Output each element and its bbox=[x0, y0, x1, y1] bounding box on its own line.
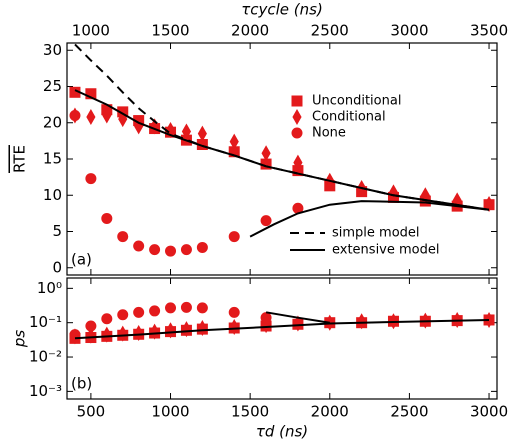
square-marker bbox=[291, 95, 303, 107]
diamond-marker bbox=[197, 319, 207, 337]
y-tick-label: 30 bbox=[43, 41, 62, 59]
diamond-marker bbox=[293, 154, 303, 171]
y-tick-label: 5 bbox=[52, 222, 62, 240]
x2-axis-label: τcycle (ns) bbox=[241, 1, 323, 19]
circle-marker bbox=[133, 306, 145, 318]
panel-annotation: (a) bbox=[71, 251, 92, 269]
diamond-marker bbox=[229, 318, 239, 335]
diamond-marker bbox=[452, 192, 462, 209]
legend-label: simple model bbox=[332, 226, 420, 241]
circle-marker bbox=[149, 244, 161, 256]
circle-marker bbox=[69, 329, 81, 341]
y-tick-label: 20 bbox=[43, 113, 62, 131]
diamond-marker bbox=[484, 195, 494, 212]
diamond-marker bbox=[150, 118, 160, 135]
diamond-marker bbox=[102, 107, 112, 124]
circle-marker bbox=[228, 231, 240, 243]
diamond-marker bbox=[181, 123, 192, 140]
x-tick-label: 500 bbox=[77, 403, 106, 421]
x2-tick-label: 2000 bbox=[231, 22, 269, 40]
diamond-marker bbox=[102, 326, 112, 343]
x-tick-label: 3000 bbox=[470, 403, 508, 421]
circle-marker bbox=[260, 215, 272, 227]
y-tick-label: 0 bbox=[52, 258, 62, 276]
circle-marker bbox=[69, 110, 81, 121]
diamond-marker bbox=[293, 315, 303, 332]
circle-marker bbox=[228, 306, 240, 318]
legend-label: extensive model bbox=[332, 243, 440, 258]
diamond-marker bbox=[357, 313, 367, 330]
diamond-marker bbox=[118, 325, 128, 342]
x-tick-label: 1000 bbox=[151, 403, 189, 421]
diamond-marker bbox=[484, 311, 494, 328]
x-tick-label: 1500 bbox=[231, 403, 269, 421]
diamond-marker bbox=[229, 133, 239, 150]
x-tick-label: 2000 bbox=[311, 403, 349, 421]
diamond-marker bbox=[118, 111, 128, 128]
circle-marker bbox=[117, 309, 129, 321]
y-axis-label: ps bbox=[11, 330, 29, 349]
y-tick-label: 10⁻² bbox=[29, 348, 62, 366]
circle-marker bbox=[180, 244, 192, 256]
y-tick-label: 10⁻¹ bbox=[29, 313, 62, 331]
legend-label: Unconditional bbox=[312, 94, 401, 109]
legend-label: Conditional bbox=[312, 110, 386, 125]
diamond-marker bbox=[134, 325, 144, 342]
circle-marker bbox=[165, 245, 177, 257]
panel-annotation: (b) bbox=[71, 375, 92, 393]
square-marker bbox=[85, 88, 97, 100]
circle-marker bbox=[149, 305, 161, 317]
y-tick-label: 25 bbox=[43, 77, 62, 95]
diamond-marker bbox=[261, 145, 271, 162]
diamond-marker bbox=[86, 327, 96, 344]
circle-marker bbox=[101, 212, 113, 224]
circle-marker bbox=[117, 231, 129, 243]
circle-marker bbox=[133, 240, 145, 252]
model-line bbox=[74, 311, 490, 340]
circle-marker bbox=[196, 302, 208, 314]
x2-tick-label: 2500 bbox=[311, 22, 349, 40]
circle-marker bbox=[85, 320, 97, 332]
circle-marker bbox=[291, 127, 303, 139]
legend-label: None bbox=[312, 126, 346, 141]
diamond-marker bbox=[181, 321, 192, 338]
y-tick-label: 10 bbox=[43, 186, 62, 204]
x2-tick-label: 1000 bbox=[72, 22, 110, 40]
diamond-marker bbox=[197, 125, 207, 142]
circle-marker bbox=[196, 241, 208, 253]
y-tick-label: 15 bbox=[43, 150, 62, 168]
y-axis-label: RTE bbox=[11, 145, 29, 173]
plot-frame bbox=[66, 42, 498, 276]
plot-frame bbox=[66, 277, 498, 400]
circle-marker bbox=[165, 302, 177, 314]
x2-tick-label: 3500 bbox=[470, 22, 508, 40]
x-axis-label: τd (ns) bbox=[256, 423, 308, 441]
circle-marker bbox=[101, 313, 113, 325]
diamond-marker bbox=[165, 322, 176, 339]
x-tick-label: 2500 bbox=[390, 403, 428, 421]
model-line bbox=[74, 89, 490, 238]
y-tick-label: 10⁻³ bbox=[29, 382, 62, 400]
x2-tick-label: 1500 bbox=[151, 22, 189, 40]
circle-marker bbox=[180, 301, 192, 313]
diamond-marker bbox=[150, 323, 160, 340]
diamond-marker bbox=[86, 108, 96, 125]
circle-marker bbox=[85, 173, 97, 185]
circle-marker bbox=[260, 312, 272, 324]
diamond-marker bbox=[292, 108, 302, 126]
x2-tick-label: 3000 bbox=[390, 22, 428, 40]
y-tick-label: 10⁰ bbox=[37, 279, 62, 297]
